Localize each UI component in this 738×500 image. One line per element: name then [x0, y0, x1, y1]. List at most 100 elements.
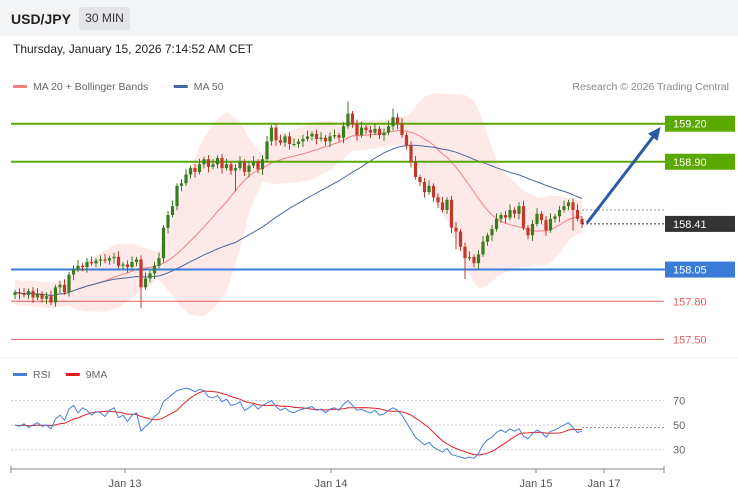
- candle-body: [562, 206, 566, 210]
- candle-body: [188, 168, 193, 175]
- candle-body: [260, 159, 265, 170]
- candle-body: [13, 292, 17, 295]
- candle-body: [517, 206, 521, 214]
- candle-body: [197, 164, 202, 172]
- candle-body: [89, 261, 94, 264]
- candle-body: [157, 258, 161, 266]
- candle-body: [377, 128, 382, 136]
- candle-body: [449, 199, 454, 228]
- candle-body: [395, 117, 400, 124]
- candle-body: [530, 223, 535, 236]
- candle-body: [566, 202, 571, 207]
- candle-body: [553, 216, 557, 219]
- candle-body: [535, 213, 539, 224]
- rsi-tick-50: 50: [673, 420, 685, 432]
- candle-body: [107, 258, 112, 261]
- projection-arrow: [585, 130, 659, 224]
- candle-body: [40, 293, 44, 299]
- candle-body: [413, 161, 418, 177]
- candle-body: [476, 254, 481, 264]
- candle-body: [26, 291, 31, 295]
- candle-body: [265, 141, 269, 160]
- candle-body: [80, 265, 85, 268]
- candle-body: [368, 130, 373, 133]
- candle-body: [463, 246, 467, 259]
- candle-body: [242, 161, 247, 172]
- candle-body: [292, 144, 296, 145]
- legend-label-2: MA 50: [194, 81, 224, 93]
- candle-body: [481, 241, 485, 255]
- candle-body: [494, 218, 499, 229]
- legend-swatch-2: [173, 85, 188, 88]
- candle-body: [458, 231, 463, 247]
- candle-body: [508, 209, 512, 218]
- candle-body: [238, 161, 242, 169]
- credit-text: Research © 2026 Trading Central: [572, 81, 729, 93]
- candle-body: [116, 256, 121, 266]
- candle-body: [364, 127, 368, 131]
- candle-body: [467, 256, 472, 259]
- x-tick-label: Jan 15: [519, 478, 552, 490]
- candle-body: [305, 136, 310, 139]
- candle-body: [337, 135, 341, 138]
- candle-body: [548, 218, 553, 231]
- candle-body: [76, 265, 80, 270]
- candle-body: [121, 264, 125, 266]
- rsi-line: [14, 387, 583, 459]
- candle-body: [355, 123, 359, 136]
- candle-body: [503, 215, 508, 218]
- candle-body: [526, 227, 530, 236]
- current-price-label: 158.41: [673, 219, 707, 231]
- candle-body: [220, 157, 224, 169]
- candle-body: [431, 185, 436, 198]
- candle-body: [350, 113, 355, 124]
- candle-body: [166, 215, 170, 228]
- candle-body: [422, 182, 427, 193]
- candle-body: [301, 138, 305, 142]
- timeframe-button[interactable]: 30 MIN: [79, 7, 130, 30]
- candle-body: [314, 133, 319, 139]
- candle-body: [229, 164, 233, 171]
- level-tag-158.05: [665, 261, 735, 278]
- candle-body: [62, 284, 67, 293]
- current-price-tag: [665, 215, 735, 232]
- candle-body: [125, 264, 130, 268]
- candle-body: [170, 206, 175, 216]
- candle-body: [130, 261, 134, 268]
- instrument-title: USD/JPY: [11, 11, 71, 27]
- rsi-legend-label-1: RSI: [33, 369, 51, 381]
- level-tag-158.90: [665, 153, 735, 170]
- candle-body: [175, 185, 179, 207]
- candle-body: [17, 292, 22, 294]
- candle-body: [472, 256, 476, 264]
- candle-body: [445, 199, 449, 210]
- rsi-legend-label-2: 9MA: [86, 369, 108, 381]
- candle-body: [134, 259, 139, 262]
- candle-body: [161, 227, 166, 259]
- candle-body: [287, 136, 292, 144]
- candle-body: [310, 133, 314, 137]
- candle-body: [427, 185, 431, 193]
- x-tick-label: Jan 13: [108, 478, 141, 490]
- candle-body: [233, 168, 238, 171]
- candle-body: [544, 220, 548, 231]
- candle-body: [323, 137, 328, 142]
- candle-body: [436, 197, 440, 203]
- candle-body: [328, 136, 332, 142]
- candle-body: [296, 141, 301, 144]
- candle-body: [98, 259, 103, 261]
- legend-swatch-1: [13, 85, 27, 88]
- level-label-157.80: 157.80: [673, 296, 707, 308]
- candle-body: [269, 127, 274, 142]
- candle-body: [71, 269, 76, 275]
- rsi-legend-swatch-2: [65, 373, 80, 376]
- x-tick-label: Jan 17: [587, 478, 620, 490]
- candle-body: [31, 291, 35, 298]
- candle-body: [184, 174, 188, 184]
- candle-body: [53, 287, 58, 303]
- candle-body: [143, 278, 148, 288]
- rsi-legend-swatch-1: [13, 373, 27, 376]
- candle-body: [382, 132, 386, 136]
- candle-body: [35, 293, 40, 298]
